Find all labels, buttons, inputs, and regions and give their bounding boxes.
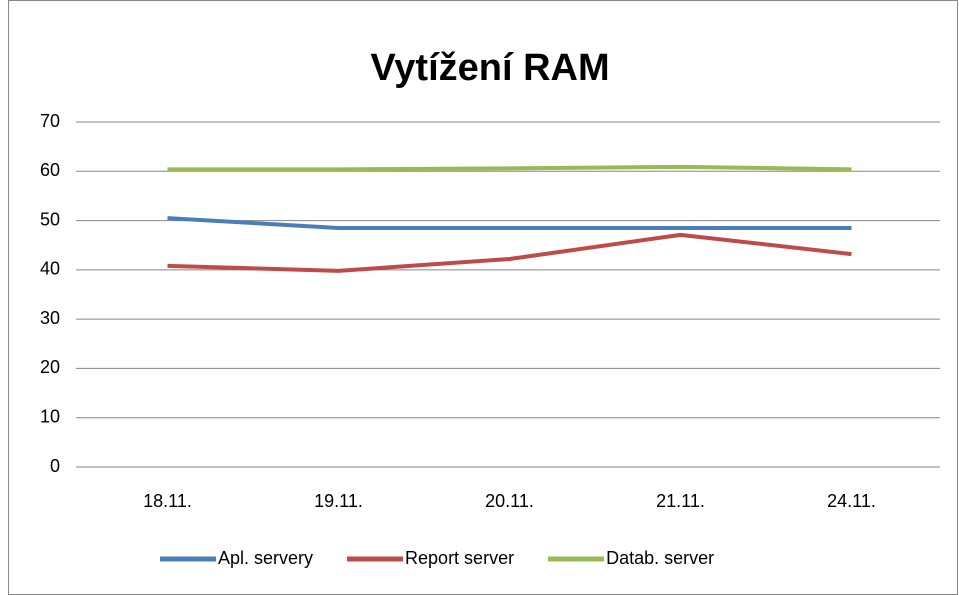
- series-line: [167, 216, 852, 230]
- y-tick-label: 40: [40, 259, 60, 279]
- x-tick-label: 21.11.: [656, 491, 705, 511]
- legend-label: Datab. server: [606, 548, 714, 568]
- x-tick-label: 24.11.: [827, 491, 876, 511]
- y-tick-label: 0: [50, 456, 60, 476]
- chart-title: Vytížení RAM: [370, 47, 609, 89]
- series-line: [167, 232, 852, 273]
- y-tick-label: 70: [40, 111, 60, 131]
- series-line: [167, 164, 852, 172]
- y-tick-label: 10: [40, 406, 60, 426]
- y-tick-label: 30: [40, 308, 60, 328]
- chart-border: [8, 0, 958, 595]
- y-tick-label: 20: [40, 357, 60, 377]
- x-tick-label: 19.11.: [314, 491, 363, 511]
- legend-label: Apl. servery: [218, 548, 313, 568]
- y-tick-label: 60: [40, 160, 60, 180]
- x-tick-label: 18.11.: [143, 491, 192, 511]
- legend-label: Report server: [405, 548, 514, 568]
- x-tick-label: 20.11.: [485, 491, 534, 511]
- y-tick-label: 50: [40, 209, 60, 229]
